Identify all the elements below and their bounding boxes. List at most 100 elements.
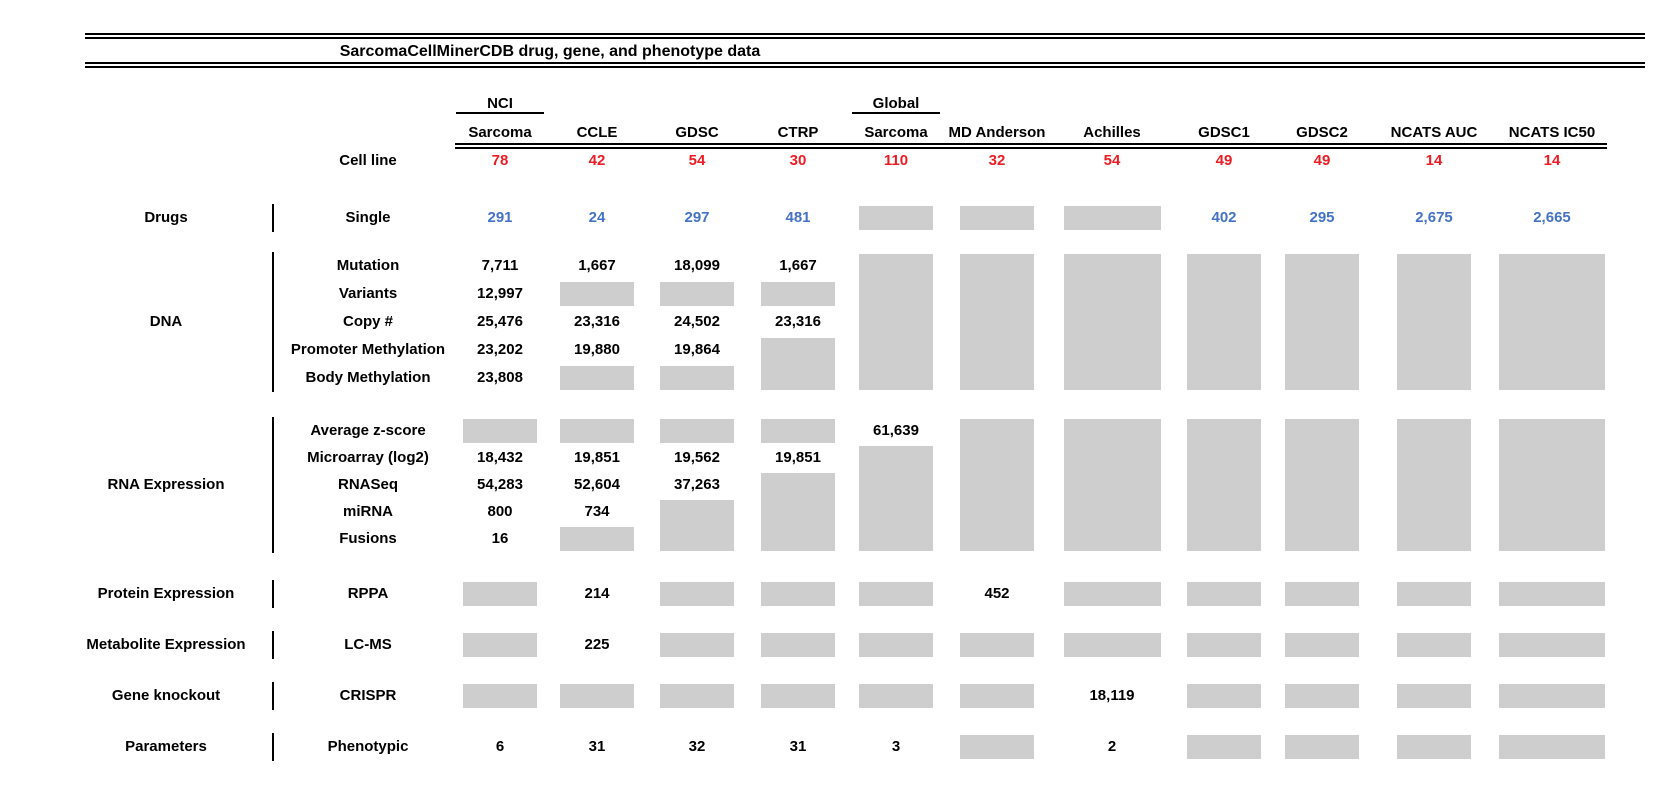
missing-data-block xyxy=(1397,254,1471,390)
missing-data-block xyxy=(761,633,835,657)
section-label-2: RNA Expression xyxy=(107,476,225,493)
data-value: 19,562 xyxy=(674,449,720,466)
missing-data-block xyxy=(660,684,734,708)
cell-line-count-ncats-ic50: 14 xyxy=(1543,152,1561,169)
row-label: LC-MS xyxy=(344,636,392,653)
missing-data-block xyxy=(1397,582,1471,606)
missing-data-block xyxy=(660,633,734,657)
section-divider-1 xyxy=(272,252,274,392)
missing-data-block xyxy=(560,282,634,306)
missing-data-block xyxy=(660,500,734,551)
section-divider-3 xyxy=(272,580,274,608)
data-value: 214 xyxy=(584,585,610,602)
column-header-gdsc2: GDSC2 xyxy=(1296,124,1348,141)
section-label-6: Parameters xyxy=(125,738,207,755)
data-value: 7,711 xyxy=(481,257,519,274)
missing-data-block xyxy=(761,473,835,551)
column-header-global-sarcoma: Sarcoma xyxy=(864,124,928,141)
missing-data-block xyxy=(1499,419,1605,551)
row-label: RPPA xyxy=(347,585,389,602)
data-value: 6 xyxy=(495,738,505,755)
data-value: 19,864 xyxy=(674,341,720,358)
data-value: 3 xyxy=(891,738,901,755)
missing-data-block xyxy=(1063,633,1161,657)
missing-data-block xyxy=(560,366,634,390)
missing-data-block xyxy=(660,419,734,443)
missing-data-block xyxy=(859,446,933,551)
cell-line-count-global-sarcoma: 110 xyxy=(883,152,909,169)
column-header-underline-global-sarcoma xyxy=(852,112,940,114)
data-value: 32 xyxy=(688,738,706,755)
section-label-0: Drugs xyxy=(144,209,188,226)
missing-data-block xyxy=(960,735,1034,759)
missing-data-block xyxy=(1499,582,1605,606)
data-value: 23,808 xyxy=(477,369,523,386)
missing-data-block xyxy=(660,366,734,390)
data-value: 481 xyxy=(785,209,811,226)
missing-data-block xyxy=(1285,633,1359,657)
missing-data-block xyxy=(560,419,634,443)
row-label: Promoter Methylation xyxy=(290,341,446,358)
cell-line-count-gdsc: 54 xyxy=(688,152,706,169)
missing-data-block xyxy=(859,582,933,606)
section-divider-6 xyxy=(272,733,274,761)
section-label-1: DNA xyxy=(149,313,183,330)
data-value: 452 xyxy=(984,585,1010,602)
missing-data-block xyxy=(1187,633,1261,657)
row-label: Phenotypic xyxy=(327,738,409,755)
data-value: 734 xyxy=(584,503,610,520)
cell-line-count-ccle: 42 xyxy=(588,152,606,169)
data-value: 52,604 xyxy=(574,476,620,493)
data-value: 19,851 xyxy=(775,449,821,466)
cell-line-count-achilles: 54 xyxy=(1103,152,1121,169)
missing-data-block xyxy=(1063,582,1161,606)
missing-data-block xyxy=(1187,684,1261,708)
row-label: Average z-score xyxy=(310,422,426,439)
title-bottom-rule xyxy=(85,62,1645,68)
cell-line-count-gdsc2: 49 xyxy=(1313,152,1331,169)
data-value: 31 xyxy=(789,738,807,755)
data-value: 12,997 xyxy=(477,285,523,302)
missing-data-block xyxy=(1187,419,1261,551)
data-value: 16 xyxy=(491,530,509,547)
row-label: Microarray (log2) xyxy=(307,449,429,466)
missing-data-block xyxy=(859,206,933,230)
header-rule xyxy=(455,143,1607,149)
missing-data-block xyxy=(1397,633,1471,657)
data-value: 800 xyxy=(487,503,513,520)
data-value: 2 xyxy=(1107,738,1117,755)
data-value: 61,639 xyxy=(873,422,919,439)
data-value: 37,263 xyxy=(674,476,720,493)
data-value: 23,202 xyxy=(477,341,523,358)
section-label-5: Gene knockout xyxy=(111,687,221,704)
missing-data-block xyxy=(1397,684,1471,708)
column-header-gdsc: GDSC xyxy=(675,124,719,141)
column-header-nci-sarcoma: Sarcoma xyxy=(468,124,532,141)
section-label-3: Protein Expression xyxy=(97,585,235,602)
section-divider-2 xyxy=(272,417,274,553)
missing-data-block xyxy=(660,582,734,606)
missing-data-block xyxy=(859,633,933,657)
missing-data-block xyxy=(1063,254,1161,390)
missing-data-block xyxy=(1187,735,1261,759)
section-divider-5 xyxy=(272,682,274,710)
cell-line-label: Cell line xyxy=(339,152,397,169)
row-label: Variants xyxy=(338,285,398,302)
data-value: 402 xyxy=(1211,209,1237,226)
missing-data-block xyxy=(960,419,1034,551)
title-top-rule xyxy=(85,33,1645,39)
missing-data-block xyxy=(761,684,835,708)
missing-data-block xyxy=(463,684,537,708)
data-value: 23,316 xyxy=(775,313,821,330)
column-header-ctrp: CTRP xyxy=(777,124,819,141)
column-header-ncats-ic50: NCATS IC50 xyxy=(1508,124,1596,141)
data-value: 225 xyxy=(584,636,610,653)
missing-data-block xyxy=(1397,419,1471,551)
cell-line-count-gdsc1: 49 xyxy=(1215,152,1233,169)
missing-data-block xyxy=(560,527,634,551)
missing-data-block xyxy=(463,582,537,606)
missing-data-block xyxy=(960,633,1034,657)
column-header-ccle: CCLE xyxy=(576,124,618,141)
data-value: 291 xyxy=(487,209,513,226)
